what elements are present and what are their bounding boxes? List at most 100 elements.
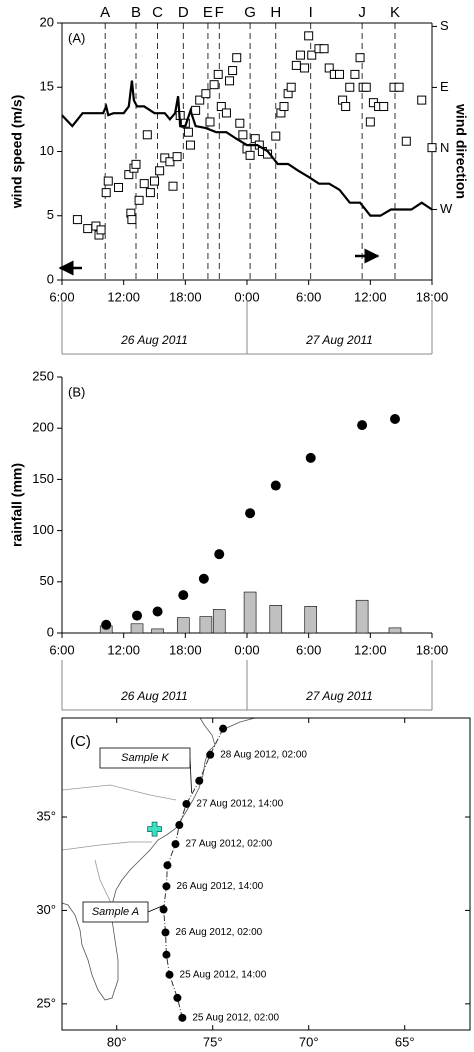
point [295, 50, 305, 60]
x-tick-label: 6:00 [296, 642, 321, 657]
point [361, 82, 371, 92]
point [304, 31, 314, 41]
point [245, 150, 255, 160]
track-point [206, 750, 215, 759]
x-tick-label: 6:00 [296, 289, 321, 304]
x-tick-label: 18:00 [416, 642, 449, 657]
point [319, 44, 329, 54]
point [235, 118, 245, 128]
bar [269, 605, 283, 634]
bar [388, 627, 402, 634]
x-tick-label: 6:00 [49, 642, 74, 657]
point [286, 82, 296, 92]
y-tick-label: 25° [36, 995, 56, 1010]
point [270, 480, 281, 491]
y-tick-label: 5 [47, 207, 54, 222]
y2-tick-label: S [440, 18, 449, 33]
track-label: 27 Aug 2012, 14:00 [196, 799, 283, 810]
point [172, 152, 182, 162]
point [101, 619, 112, 630]
point [417, 95, 427, 105]
y-tick-label: 10 [40, 143, 54, 158]
point [355, 53, 365, 63]
point [191, 105, 201, 115]
point [324, 63, 334, 73]
callout-label: Sample K [121, 752, 169, 764]
y2-tick-label: N [440, 140, 449, 155]
point [155, 166, 165, 176]
x-tick-label: 18:00 [169, 642, 202, 657]
point [335, 69, 344, 79]
point [127, 215, 137, 225]
point [291, 60, 301, 70]
point [225, 76, 235, 86]
x-tick-label: 0:00 [234, 289, 259, 304]
y-tick-label: 0 [47, 624, 54, 639]
point [245, 508, 256, 519]
y-tick-label: 35° [36, 808, 56, 823]
point [279, 102, 289, 112]
event-label: F [215, 4, 224, 21]
track-point [162, 882, 171, 891]
point [300, 63, 310, 73]
point [131, 159, 141, 169]
track-label: 25 Aug 2012, 02:00 [192, 1012, 279, 1023]
point [134, 195, 144, 205]
point [350, 69, 360, 79]
date-label: 27 Aug 2011 [305, 689, 373, 703]
point [124, 170, 134, 180]
point [178, 590, 189, 601]
point [357, 420, 368, 431]
y2-tick-label: E [440, 79, 449, 94]
bar [130, 623, 144, 634]
y2-axis-label: wind direction [453, 103, 469, 199]
point [209, 80, 219, 90]
y-tick-label: 50 [40, 573, 54, 588]
y-tick-label: 30° [36, 902, 56, 917]
y-axis-label: rainfall (mm) [9, 463, 25, 547]
track-point [195, 776, 204, 785]
x-tick-label: 18:00 [169, 289, 202, 304]
point [365, 117, 375, 127]
y-axis-label: wind speed (m/s) [9, 95, 25, 210]
point [101, 188, 111, 198]
track-point [219, 724, 228, 733]
line [61, 80, 433, 217]
event-label: A [100, 4, 110, 21]
x-tick-label: 75° [203, 1034, 223, 1049]
point [150, 176, 159, 186]
track-label: 26 Aug 2012, 14:00 [176, 881, 263, 892]
point [139, 179, 149, 189]
point [185, 140, 195, 150]
bar [243, 591, 257, 634]
y-tick-label: 250 [32, 368, 54, 383]
y-tick-label: 200 [32, 420, 54, 435]
track-point [163, 861, 172, 870]
y-tick-label: 100 [32, 522, 54, 537]
x-tick-label: 12:00 [107, 289, 140, 304]
track-point [161, 928, 170, 937]
x-tick-label: 0:00 [234, 642, 259, 657]
track-label: 26 Aug 2012, 02:00 [175, 927, 262, 938]
point [205, 117, 215, 127]
y-tick-label: 20 [40, 14, 54, 29]
x-tick-label: 70° [299, 1034, 319, 1049]
track-point [175, 821, 184, 830]
track-point [162, 950, 171, 959]
point [228, 66, 238, 76]
y-tick-label: 150 [32, 471, 54, 486]
date-label: 27 Aug 2011 [305, 333, 373, 347]
panel-label: (A) [68, 30, 85, 45]
x-tick-label: 80° [107, 1034, 127, 1049]
point [152, 606, 163, 617]
track-point [173, 993, 182, 1002]
event-label: D [178, 4, 189, 21]
point [305, 452, 316, 463]
point [307, 50, 317, 60]
bar [199, 616, 213, 634]
bar [151, 628, 164, 634]
track-point [171, 840, 180, 849]
event-label: E [203, 4, 213, 21]
event-label: J [358, 4, 366, 21]
